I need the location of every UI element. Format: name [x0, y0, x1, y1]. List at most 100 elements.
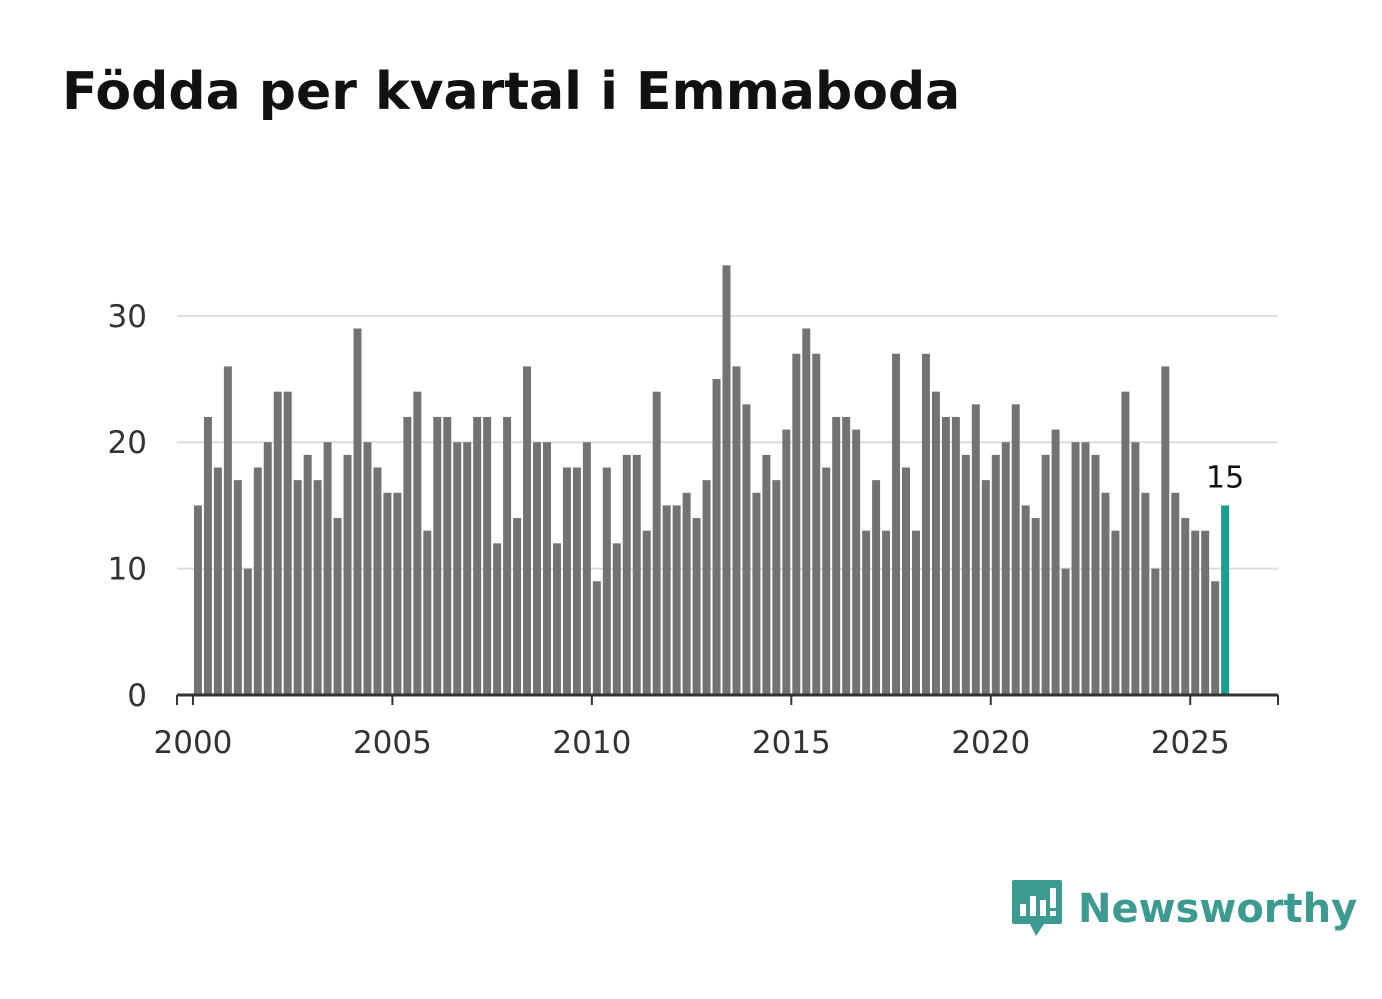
bar: [762, 454, 771, 695]
bar: [652, 391, 661, 695]
bar: [642, 530, 651, 695]
x-tick-label: 2000: [154, 725, 233, 761]
bar: [772, 480, 781, 695]
bar: [602, 467, 611, 695]
bar: [971, 404, 980, 695]
bar: [832, 416, 841, 695]
bar: [961, 454, 970, 695]
bar: [872, 480, 881, 695]
bar: [1051, 429, 1060, 695]
bar: [562, 467, 571, 695]
bar: [1091, 454, 1100, 695]
bar: [353, 328, 362, 695]
bar: [752, 492, 761, 695]
bar: [343, 454, 352, 695]
bar: [632, 454, 641, 695]
bar: [1181, 518, 1190, 695]
bar: [443, 416, 452, 695]
bar: [1121, 391, 1130, 695]
bar: [303, 454, 312, 695]
chart-title: Födda per kvartal i Emmaboda: [62, 62, 961, 122]
bar: [802, 328, 811, 695]
bar-highlight: [1221, 505, 1230, 695]
bar: [203, 416, 212, 695]
bar: [1131, 442, 1140, 695]
bar: [453, 442, 462, 695]
bar: [842, 416, 851, 695]
bar: [503, 416, 512, 695]
bar: [393, 492, 402, 695]
bar: [1151, 568, 1160, 695]
bar: [792, 353, 801, 695]
bar: [523, 366, 532, 695]
bar: [1061, 568, 1070, 695]
bar: [862, 530, 871, 695]
x-tick-label: 2020: [951, 725, 1030, 761]
data-label-latest: 15: [1206, 460, 1244, 495]
bar: [213, 467, 222, 695]
bar: [463, 442, 472, 695]
bar: [1081, 442, 1090, 695]
bar: [1101, 492, 1110, 695]
bar: [1141, 492, 1150, 695]
bar: [333, 518, 342, 695]
bar: [732, 366, 741, 695]
bar: [1021, 505, 1030, 695]
bar: [373, 467, 382, 695]
bar: [263, 442, 272, 695]
bar: [363, 442, 372, 695]
bar: [1071, 442, 1080, 695]
bar: [782, 429, 791, 695]
bar: [293, 480, 302, 695]
bars: [193, 265, 1230, 695]
bar: [692, 518, 701, 695]
bar: [902, 467, 911, 695]
y-tick-label: 10: [108, 552, 147, 588]
bar: [991, 454, 1000, 695]
bar: [433, 416, 442, 695]
bar: [1011, 404, 1020, 695]
bar: [592, 581, 601, 695]
x-tick-label: 2005: [353, 725, 432, 761]
bar: [622, 454, 631, 695]
bar: [552, 543, 561, 695]
tick-labels: 0 10 20 30 2000 2005 2010 2015 2020 2025: [108, 299, 1230, 761]
bar: [323, 442, 332, 695]
bar: [951, 416, 960, 695]
bar: [1111, 530, 1120, 695]
bar: [1211, 581, 1220, 695]
brand-name: Newsworthy: [1078, 886, 1358, 932]
bar: [981, 480, 990, 695]
bar: [572, 467, 581, 695]
bar: [892, 353, 901, 695]
bar: [1201, 530, 1210, 695]
bar: [283, 391, 292, 695]
bar: [702, 480, 711, 695]
bar: [882, 530, 891, 695]
bar: [493, 543, 502, 695]
bar: [852, 429, 861, 695]
bar: [483, 416, 492, 695]
x-tick-label: 2015: [752, 725, 831, 761]
newsworthy-logo: Newsworthy: [1010, 878, 1357, 940]
bar: [912, 530, 920, 695]
bar: [931, 391, 940, 695]
bar: [533, 442, 542, 695]
bar: [1031, 518, 1040, 695]
bar: [812, 353, 821, 695]
x-tick-label: 2025: [1151, 725, 1230, 761]
bar: [712, 379, 721, 695]
bar: [193, 505, 202, 695]
y-tick-label: 30: [108, 299, 147, 335]
annotations: 15: [1206, 460, 1244, 495]
bar: [273, 391, 282, 695]
bar: [1001, 442, 1010, 695]
bar: [662, 505, 671, 695]
bar: [1161, 366, 1170, 695]
bar: [543, 442, 551, 695]
bar: [253, 467, 262, 695]
bar: [672, 505, 681, 695]
bar: [742, 404, 751, 695]
bar: [822, 467, 831, 695]
